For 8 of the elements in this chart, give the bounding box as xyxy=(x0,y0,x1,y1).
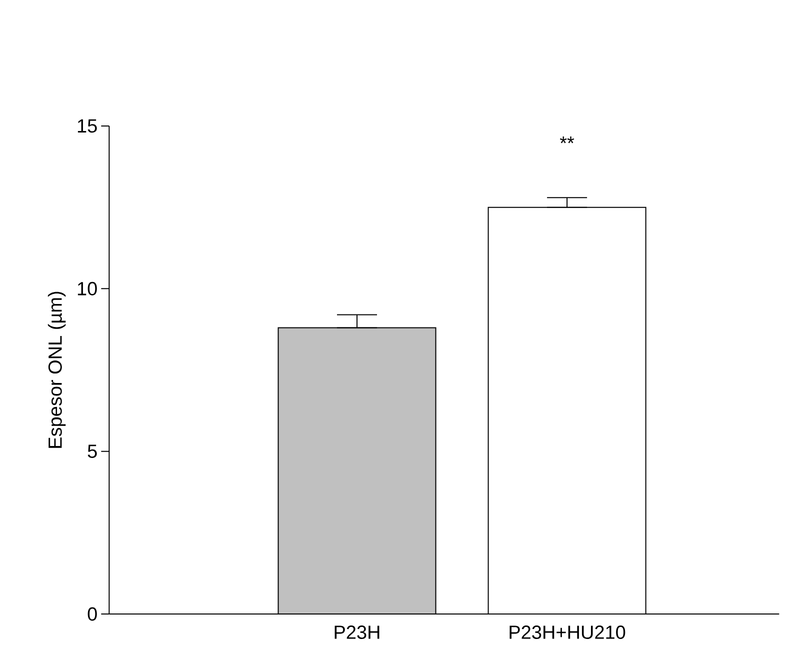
annotation: ** xyxy=(560,136,574,144)
x-tick-label: P23H xyxy=(334,626,380,639)
y-tick-label: 5 xyxy=(88,444,97,458)
y-tick-label: 15 xyxy=(78,119,97,133)
x-tick-label: P23H+HU210 xyxy=(510,626,626,639)
y-tick-label: 10 xyxy=(78,282,97,296)
y-tick-label: 0 xyxy=(88,607,97,621)
y-axis-title: Espesor ONL (µm) xyxy=(48,292,66,448)
